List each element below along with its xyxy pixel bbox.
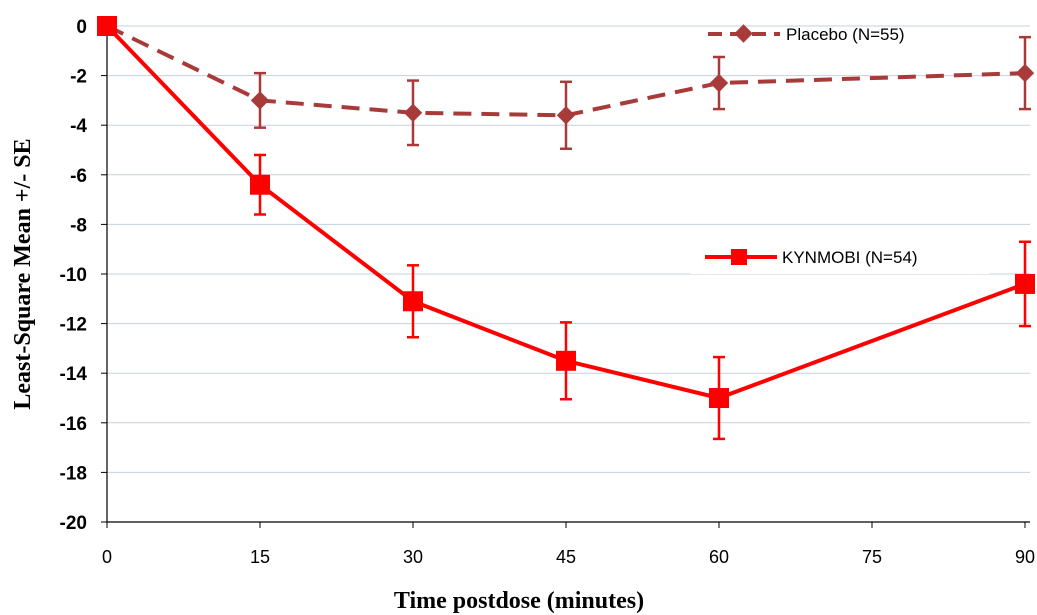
data-point-kynmobi xyxy=(556,350,576,371)
y-tick-labels: 0 -2 -4 -6 -8 -10 -12 -14 -16 -18 -20 xyxy=(60,17,107,534)
y-tick-label: 0 xyxy=(76,17,87,38)
x-tick-label: 15 xyxy=(250,547,270,567)
y-tick-label: -12 xyxy=(60,315,87,336)
legend-kynmobi-label: KYNMOBI (N=54) xyxy=(782,248,918,267)
legend-kynmobi: KYNMOBI (N=54) xyxy=(690,238,990,274)
series-line-kynmobi xyxy=(105,24,1026,400)
data-point-placebo xyxy=(1015,63,1035,83)
x-tick-label: 90 xyxy=(1015,547,1035,567)
x-tick-label: 30 xyxy=(403,547,423,567)
x-axis-title: Time postdose (minutes) xyxy=(394,588,644,614)
x-tick-label: 45 xyxy=(556,547,576,567)
data-point-placebo xyxy=(709,73,729,93)
y-tick-label: -4 xyxy=(70,116,87,137)
legend-placebo-diamond-marker xyxy=(734,24,753,43)
data-point-placebo xyxy=(556,106,576,125)
data-point-placebo xyxy=(403,103,423,122)
data-point-kynmobi xyxy=(1015,273,1035,294)
x-tick-labels: 0 15 30 45 60 75 90 xyxy=(102,522,1035,567)
x-tick-label: 0 xyxy=(102,547,112,567)
y-tick-label: -16 xyxy=(60,414,87,435)
series-layer xyxy=(97,16,1035,441)
data-point-kynmobi xyxy=(709,388,729,408)
y-tick-label: -20 xyxy=(60,513,87,534)
y-tick-label: -14 xyxy=(60,364,88,385)
y-axis-title: Least-Square Mean +/- SE xyxy=(10,138,36,409)
data-point-kynmobi xyxy=(250,174,270,195)
data-point-kynmobi xyxy=(403,291,423,312)
series-kynmobi xyxy=(97,16,1035,441)
x-tick-label: 60 xyxy=(709,547,729,567)
y-tick-label: -18 xyxy=(60,463,87,484)
y-tick-label: -8 xyxy=(70,215,87,236)
legend-kynmobi-square-marker xyxy=(731,249,747,265)
legend-placebo: Placebo (N=55) xyxy=(708,24,905,44)
data-point-kynmobi xyxy=(97,16,117,36)
series-placebo xyxy=(97,16,1035,151)
y-tick-label: -10 xyxy=(60,265,87,286)
y-tick-label: -2 xyxy=(70,67,87,88)
legend-placebo-label: Placebo (N=55) xyxy=(786,25,905,44)
data-point-placebo xyxy=(250,91,270,110)
x-tick-label: 75 xyxy=(862,547,882,567)
series-line-placebo xyxy=(106,24,1026,118)
y-tick-label: -6 xyxy=(70,166,87,187)
